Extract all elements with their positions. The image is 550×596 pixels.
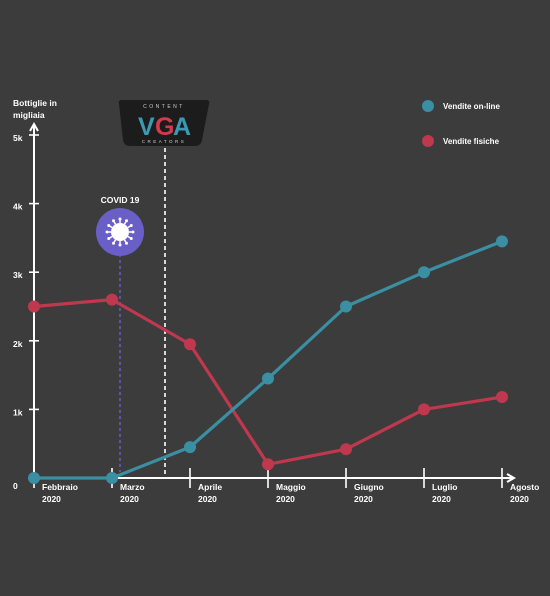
data-point <box>418 403 430 416</box>
legend-label: Vendite fisiche <box>443 137 500 146</box>
series-vendite-on-line <box>28 235 508 484</box>
data-point <box>496 391 508 404</box>
x-tick-label-year: 2020 <box>510 494 529 504</box>
x-tick-label-year: 2020 <box>120 494 139 504</box>
x-tick-label-month: Giugno <box>354 482 384 492</box>
covid-annotation: COVID 19 <box>96 195 144 472</box>
data-point <box>106 472 118 484</box>
data-point <box>184 441 196 454</box>
virus-spike-tip <box>107 237 111 240</box>
data-point <box>106 293 118 306</box>
virus-spike-tip <box>125 219 128 223</box>
virus-core <box>111 223 129 241</box>
virus-spike-tip <box>129 237 133 240</box>
virus-icon <box>105 217 135 247</box>
x-tick-label-year: 2020 <box>354 494 373 504</box>
x-tick-label-year: 2020 <box>276 494 295 504</box>
logo-top-text: CONTENT <box>143 104 185 110</box>
vga-logo: CONTENT V G A CREATORS <box>118 100 210 146</box>
virus-spike-tip <box>112 219 115 223</box>
y-axis-ticks: 0 1k 2k 3k 4k 5k <box>13 133 39 491</box>
virus-spike-tip <box>118 217 122 221</box>
x-tick-label-year: 2020 <box>432 494 451 504</box>
logo-badge <box>118 100 210 146</box>
data-point <box>418 266 430 279</box>
logo-letter-v: V <box>138 113 155 141</box>
series-vendite-fisiche <box>28 293 508 471</box>
data-point <box>262 458 274 471</box>
x-tick-label-month: Luglio <box>432 482 458 492</box>
logo-letter-g: G <box>155 113 174 141</box>
data-point <box>28 472 40 484</box>
data-point <box>340 443 352 456</box>
legend-marker <box>422 100 434 112</box>
logo-letter-a: A <box>173 113 191 141</box>
data-point <box>184 338 196 351</box>
y-tick-label: 3k <box>13 270 23 280</box>
virus-spike-tip <box>105 230 109 234</box>
x-tick-label-month: Marzo <box>120 482 145 492</box>
virus-spike-tip <box>125 241 128 245</box>
virus-spike-tip <box>107 224 111 227</box>
y-axis-label-line-2: migliaia <box>13 110 45 120</box>
virus-spike-tip <box>131 230 135 234</box>
data-point <box>340 300 352 313</box>
legend-marker <box>422 135 434 147</box>
y-tick-label: 5k <box>13 133 23 143</box>
x-axis-arrow <box>506 473 517 483</box>
y-tick-label: 1k <box>13 407 23 417</box>
x-tick-label-year: 2020 <box>198 494 217 504</box>
data-point <box>496 235 508 248</box>
y-axis-arrow <box>29 121 39 132</box>
legend: Vendite on-line Vendite fisiche <box>422 100 500 147</box>
y-axis-label-line-1: Bottiglie in <box>13 98 57 108</box>
covid-label: COVID 19 <box>101 195 140 205</box>
data-point <box>262 372 274 385</box>
y-tick-label: 0 <box>13 481 18 491</box>
virus-spike-tip <box>129 224 133 227</box>
legend-label: Vendite on-line <box>443 102 500 111</box>
x-tick-label-month: Maggio <box>276 482 306 492</box>
y-tick-label: 4k <box>13 202 23 212</box>
axes <box>29 121 517 483</box>
virus-spike-tip <box>118 243 122 247</box>
virus-spike-tip <box>112 241 115 245</box>
y-tick-label: 2k <box>13 339 23 349</box>
x-tick-label-month: Agosto <box>510 482 539 492</box>
series-layer <box>28 235 508 484</box>
x-tick-label-month: Febbraio <box>42 482 78 492</box>
x-tick-label-year: 2020 <box>42 494 61 504</box>
x-tick-label-month: Aprile <box>198 482 222 492</box>
logo-bottom-text: CREATORS <box>142 139 187 144</box>
data-point <box>28 300 40 313</box>
series-line <box>34 239 503 480</box>
x-axis-ticks: Febbraio 2020 Marzo 2020 Aprile 2020 Maggio 202… <box>33 468 539 504</box>
